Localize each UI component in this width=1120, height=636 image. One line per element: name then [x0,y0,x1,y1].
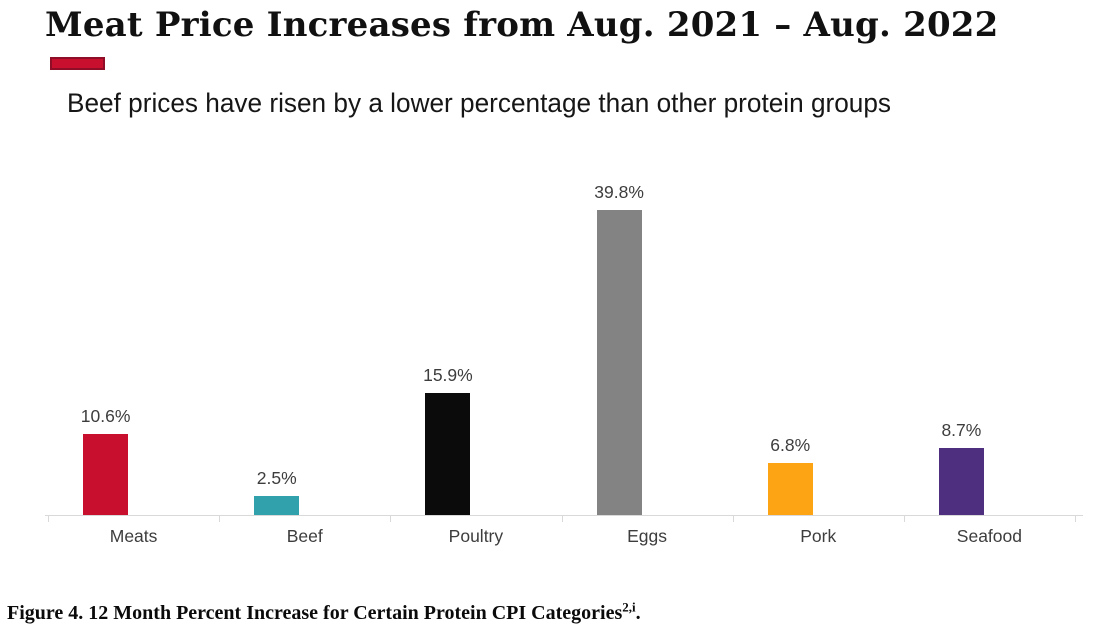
x-axis-tick [732,516,734,522]
figure-caption: Figure 4. 12 Month Percent Increase for … [7,599,641,625]
bar-meats [83,433,129,515]
chart-subtitle: Beef prices have risen by a lower percen… [67,88,892,118]
bar-beef [254,495,300,515]
bar-chart-plot-area: 10.6% Meats 2.5% Beef 15.9% Poultry 39.8% Eggs 6… [45,170,1083,546]
value-label-beef: 2.5% [256,467,297,488]
value-label-meats: 10.6% [80,405,131,426]
value-label-pork: 6.8% [770,434,811,455]
figure-caption-period: . [635,602,641,624]
bar-eggs [596,209,642,515]
x-axis-tick [390,516,392,522]
category-label-beef: Beef [286,526,323,546]
category-label-seafood: Seafood [956,526,1022,546]
category-label-eggs: Eggs [627,526,668,546]
x-axis-tick [48,516,49,522]
title-accent-bar [50,57,105,70]
bar-poultry [425,393,471,515]
bar-pork [767,462,813,515]
figure-caption-superscript: 2,i [622,599,636,615]
category-label-poultry: Poultry [448,526,504,546]
x-axis-tick [1075,516,1076,522]
value-label-seafood: 8.7% [941,420,982,441]
x-axis-tick [561,516,563,522]
value-label-eggs: 39.8% [594,181,644,202]
value-label-poultry: 15.9% [423,365,473,386]
x-axis-baseline [45,515,1083,516]
figure-caption-text: Figure 4. 12 Month Percent Increase for … [7,602,623,624]
category-label-pork: Pork [800,526,837,546]
category-label-meats: Meats [109,526,158,546]
x-axis-tick [219,516,221,522]
x-axis-tick [903,516,905,522]
chart-title: Meat Price Increases from Aug. 2021 – Au… [45,5,999,45]
bar-seafood [938,448,984,515]
